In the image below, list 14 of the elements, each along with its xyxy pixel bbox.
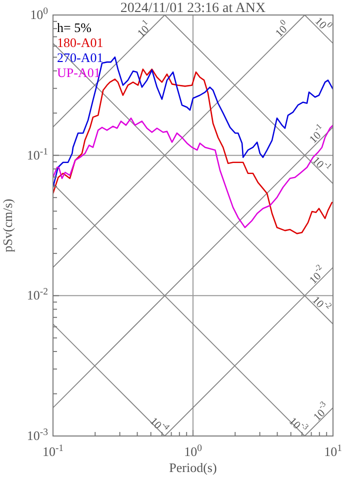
y-tick-label: 10$^{-1}$	[26, 146, 48, 162]
y-axis-title: pSv(cm/s)	[0, 198, 15, 252]
x-tick-label: 10$^{-1}$	[42, 442, 64, 459]
text: UP-A01	[57, 65, 100, 80]
chart-title: 2024/11/01 23:16 at ANX	[120, 1, 266, 16]
x-tick-label: 10$^{0}$	[184, 442, 202, 459]
x-tick-label: 10$^{1}$	[324, 442, 342, 459]
annotation: h= 5%	[57, 20, 92, 35]
y-tick-label: 10$^{-3}$	[26, 426, 48, 443]
y-tick-label: 10$^{-2}$	[26, 286, 48, 303]
y-tick-label: 10$^{0}$	[30, 6, 48, 22]
series-label: 270-A01	[57, 50, 104, 65]
text: 180-A01	[57, 35, 104, 50]
x-axis-title: Period(s)	[169, 460, 217, 475]
